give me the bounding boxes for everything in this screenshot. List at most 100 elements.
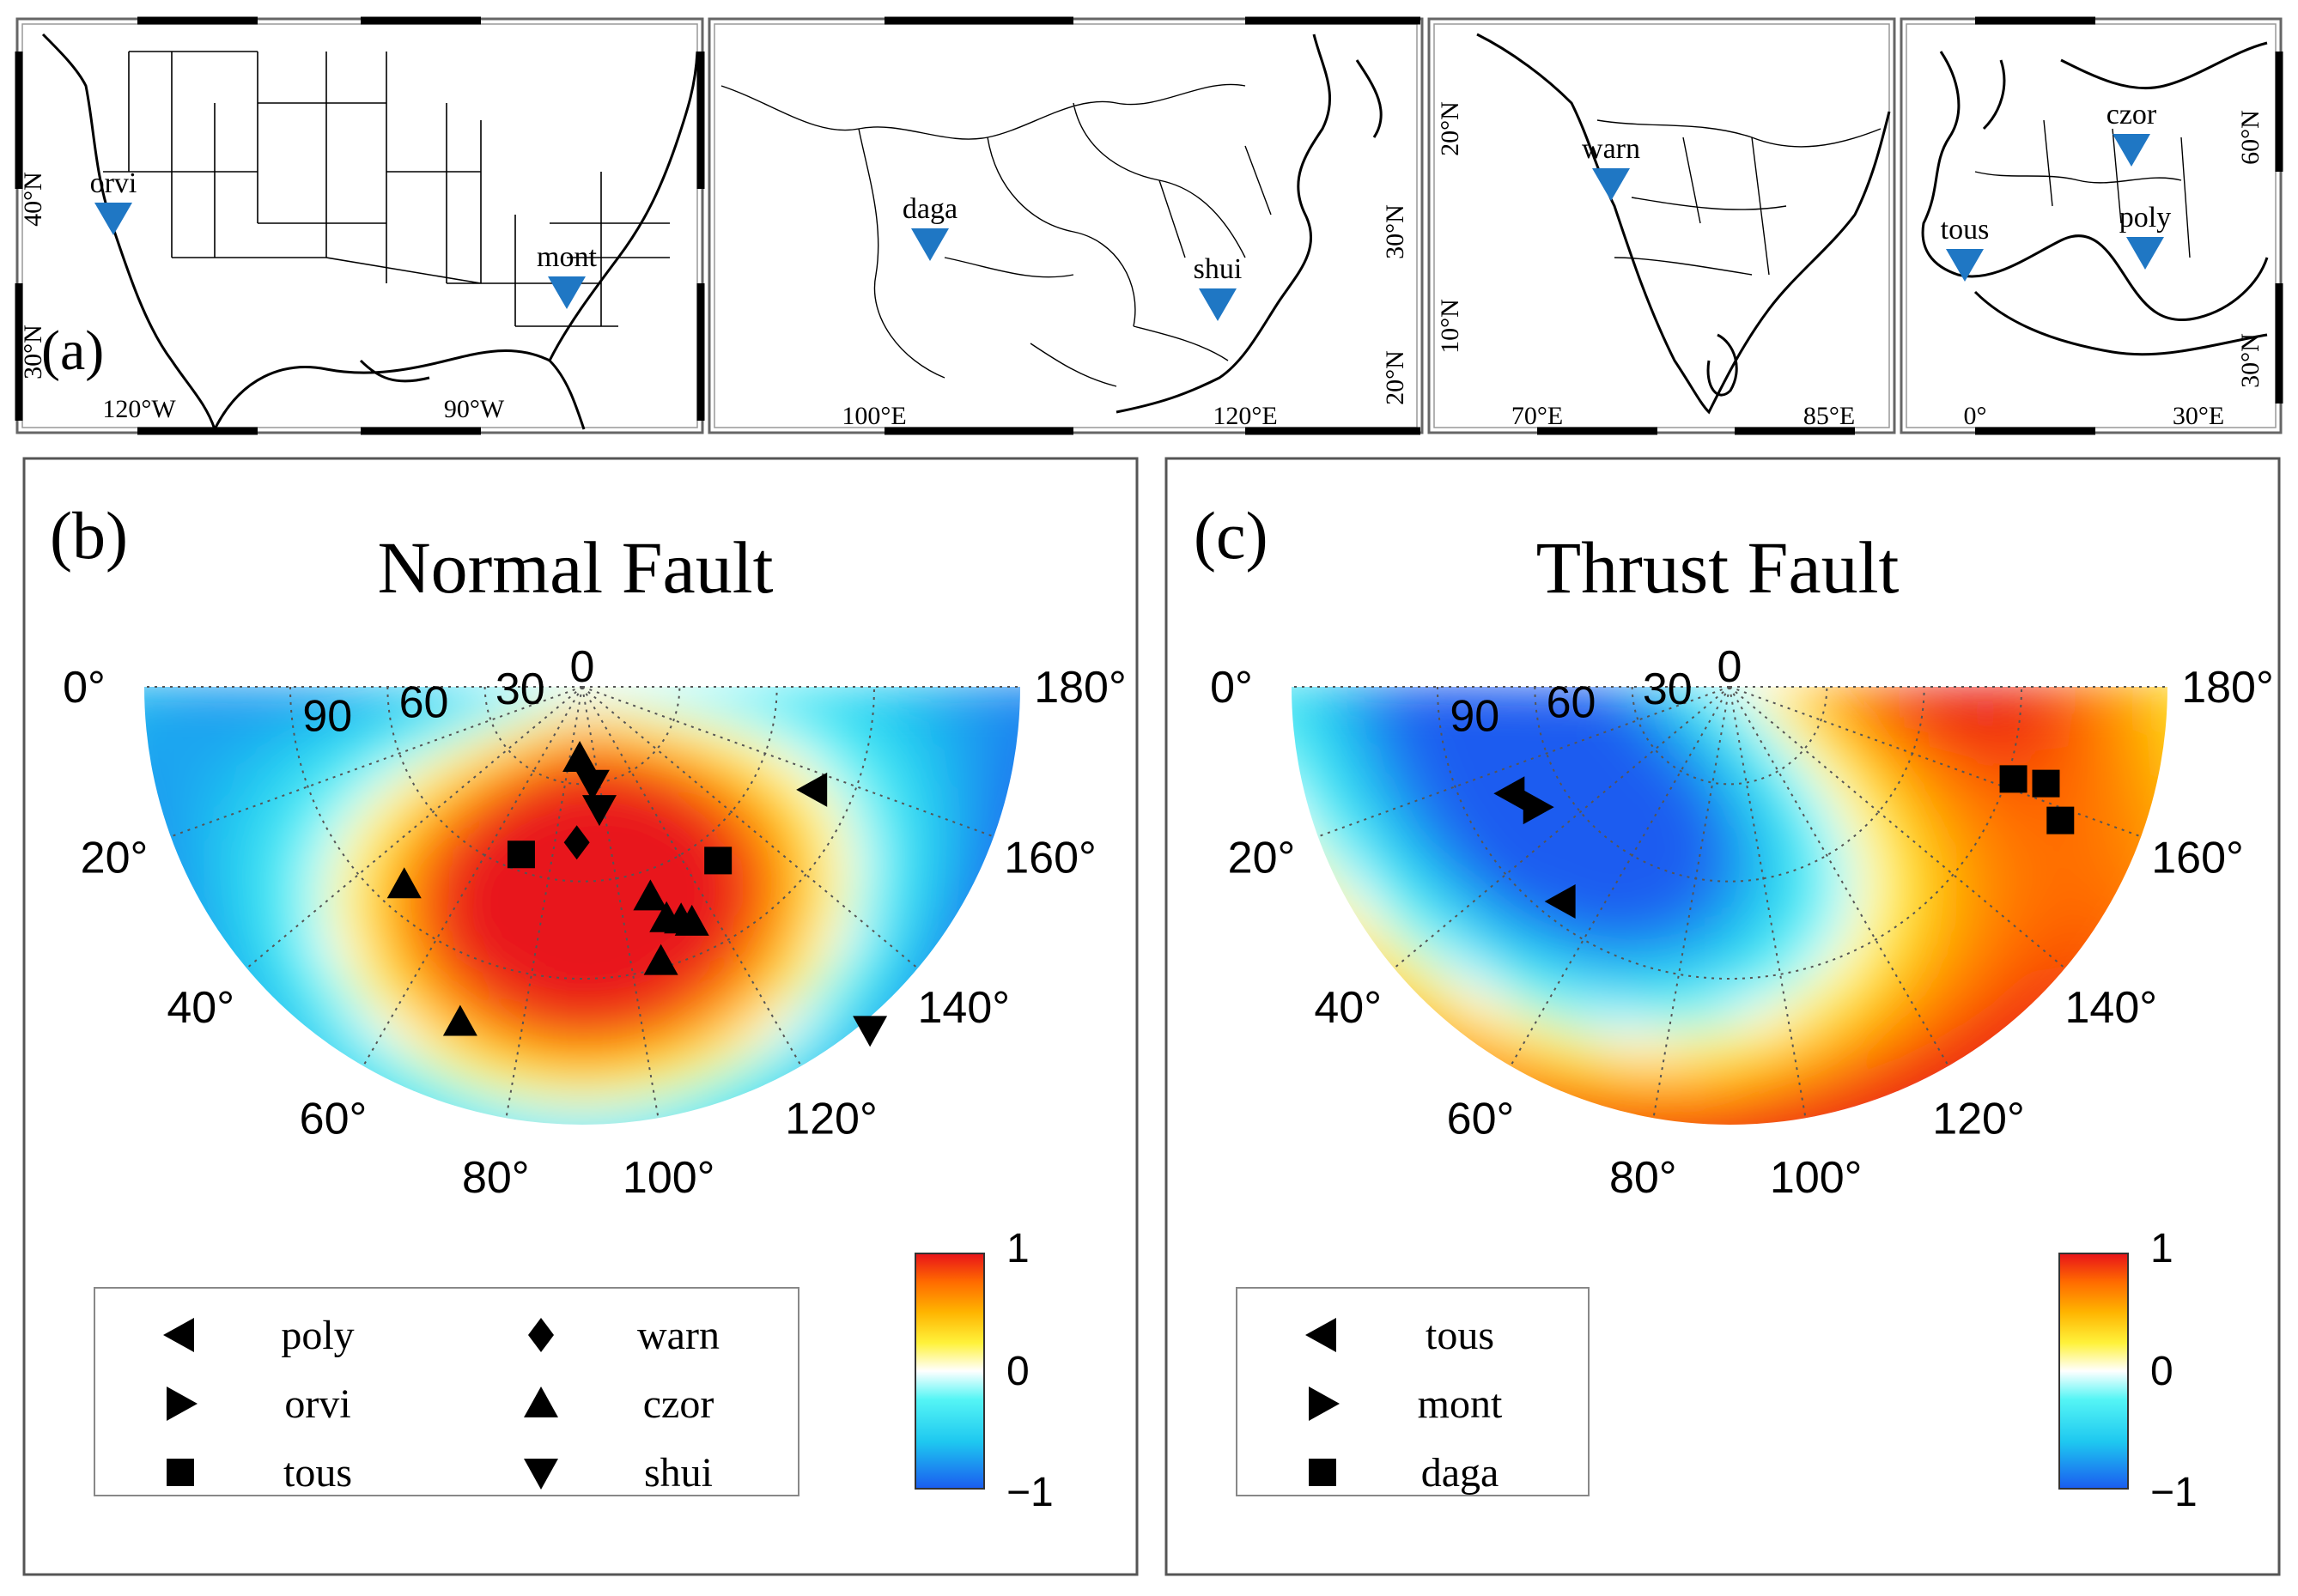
heatmap-cell — [1730, 687, 1766, 711]
heatmap-cell — [1438, 859, 1496, 917]
legend-label-mont: mont — [1418, 1381, 1503, 1427]
heatmap-cell — [646, 703, 689, 726]
heatmap-cell — [486, 719, 527, 752]
heatmap-cell — [1730, 687, 1771, 695]
heatmap-cell — [526, 745, 555, 787]
heatmap-cell — [614, 695, 656, 714]
heatmap-cell — [1629, 714, 1671, 743]
colorbar-tick: 1 — [1006, 1226, 1030, 1271]
heatmap-cell — [1743, 716, 1769, 756]
heatmap-cell — [548, 687, 582, 714]
heatmap-cell — [1681, 749, 1707, 791]
legend-label-warn: warn — [637, 1313, 720, 1358]
heatmap-cell — [678, 712, 722, 739]
data-points-b — [386, 741, 888, 1047]
legend-label-tous: tous — [1426, 1313, 1494, 1358]
map-tick-side: 60°N — [2236, 110, 2265, 165]
heatmap-cell — [1759, 701, 1799, 726]
polar-grid-c — [1292, 686, 2167, 1119]
map-tick-side: 30°N — [2236, 333, 2265, 388]
map-china — [708, 16, 1424, 435]
map-tick-side: 20°N — [1381, 350, 1409, 405]
heatmap-cell — [1924, 901, 1982, 960]
data-point-mont — [1523, 790, 1554, 825]
heatmap-cell — [1702, 719, 1722, 761]
map-tick-bottom: 70°E — [1511, 402, 1563, 430]
heatmap-cell — [582, 687, 622, 705]
heatmap-cell — [543, 750, 566, 793]
heatmap-cell — [2037, 687, 2081, 724]
azimuth-spoke — [1729, 686, 1807, 1119]
map-tick-bottom: 85°E — [1803, 402, 1855, 430]
heatmap-cell — [309, 881, 368, 939]
data-point-daga — [2032, 769, 2060, 798]
heatmap-cell — [582, 687, 620, 708]
azimuth-spoke — [362, 686, 583, 1067]
europe-country-borders — [1974, 119, 2191, 258]
heatmap-cell — [755, 920, 812, 978]
heatmap-cell — [1763, 780, 1793, 823]
map-tick-bottom: 120°E — [1213, 402, 1277, 430]
colorbar-tick: 1 — [2150, 1226, 2173, 1271]
azimuth-label: 20° — [81, 833, 149, 883]
heatmap-cell — [616, 687, 658, 695]
azimuth-label: 60° — [300, 1094, 368, 1144]
azimuth-label: 0° — [63, 663, 106, 713]
incidence-label: 0 — [1717, 642, 1742, 692]
legend-symbol-tous — [1305, 1318, 1336, 1352]
data-point-czor — [562, 741, 598, 773]
colorbar-c: 1 0 −1 — [2058, 1226, 2198, 1515]
data-point-shui — [581, 795, 617, 827]
polar-grid-b — [144, 686, 1020, 1119]
heatmap-cell — [1746, 714, 1774, 753]
heatmap-cell — [1690, 716, 1716, 756]
heatmap-cell — [2071, 687, 2115, 727]
incidence-label: 30 — [1643, 664, 1693, 714]
heatmap-cell — [1822, 720, 1866, 750]
azimuth-label: 100° — [623, 1153, 715, 1203]
heatmap-cell — [1664, 742, 1697, 783]
station-label-mont: mont — [537, 241, 597, 273]
heatmap-cell — [1730, 687, 1760, 719]
heatmap-cell — [1660, 701, 1700, 726]
legend-symbol-poly — [163, 1318, 194, 1352]
panel-label-b: (b) — [50, 498, 128, 573]
azimuth-spoke — [1729, 686, 2066, 969]
heatmap-cell — [1760, 698, 1801, 720]
heatmap-cell — [1708, 719, 1724, 762]
heatmap-cell — [1826, 712, 1869, 739]
heatmap-cell — [610, 703, 648, 731]
heatmap-cell — [558, 687, 582, 723]
heatmap-cell — [924, 687, 968, 727]
data-point-shui — [574, 769, 610, 801]
heatmap-cell — [1593, 720, 1637, 750]
azimuth-label: 100° — [1770, 1153, 1863, 1203]
azimuth-spoke — [1729, 686, 1949, 1067]
azimuth-label: 160° — [1004, 833, 1097, 883]
heatmap-cell — [1935, 687, 1978, 713]
station-label-orvi: orvi — [90, 167, 137, 199]
map-tick-bottom: 0° — [1964, 402, 1987, 430]
data-points-c — [1493, 765, 2075, 919]
data-point-tous — [507, 840, 535, 869]
heatmap-cell — [610, 745, 639, 787]
heatmap-cell — [1920, 859, 1976, 914]
map-europe — [1900, 16, 2283, 435]
heatmap-cell — [1751, 710, 1784, 746]
azimuth-spoke — [1652, 686, 1730, 1119]
incidence-label: 60 — [399, 678, 449, 728]
data-point-czor — [633, 879, 668, 911]
heatmap-cell — [1693, 687, 1730, 711]
colorbar-tick: 0 — [1006, 1349, 1030, 1394]
heatmap-cell — [1717, 687, 1730, 728]
heatmap-cell — [1667, 706, 1704, 737]
incidence-label: 90 — [1450, 691, 1499, 741]
station-marker-daga — [911, 228, 949, 261]
legend-b: poly warn orvi czor tous shui — [94, 1287, 799, 1496]
heatmap-cell — [776, 901, 835, 960]
heatmap-cell — [2140, 687, 2167, 735]
station-label-czor: czor — [2106, 99, 2157, 130]
azimuth-label: 140° — [918, 983, 1011, 1033]
heatmap-cell — [1670, 708, 1706, 742]
